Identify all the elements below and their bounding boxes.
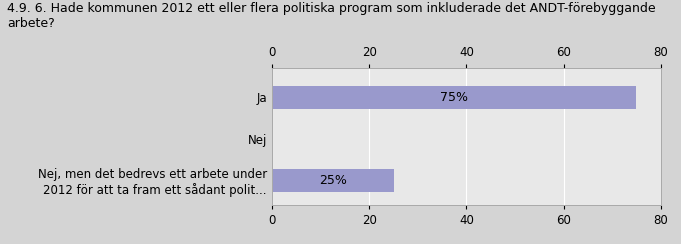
Text: 4.9. 6. Hade kommunen 2012 ett eller flera politiska program som inkluderade det: 4.9. 6. Hade kommunen 2012 ett eller fle… bbox=[7, 2, 655, 31]
Text: 25%: 25% bbox=[319, 174, 347, 187]
Text: 75%: 75% bbox=[441, 91, 469, 104]
Bar bbox=[272, 169, 394, 192]
Bar bbox=[272, 86, 636, 109]
